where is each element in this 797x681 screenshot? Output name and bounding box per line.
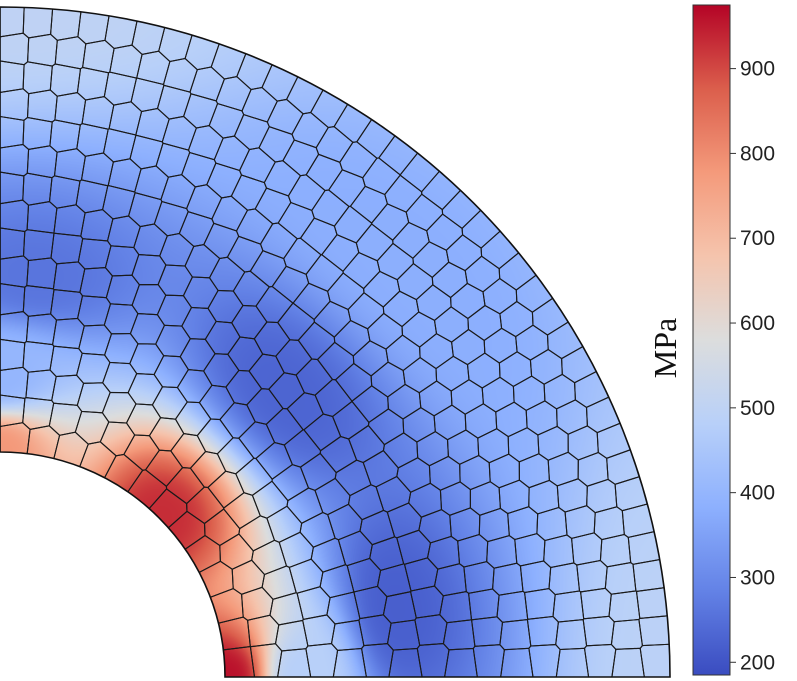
mesh-cell — [421, 7, 670, 211]
mesh-cell — [184, 7, 670, 71]
mesh-cell — [310, 7, 670, 129]
mesh-cell — [0, 616, 251, 677]
mesh-cell — [632, 204, 670, 592]
mesh-cell — [104, 7, 554, 50]
mesh-cell — [333, 7, 670, 143]
mesh-cell — [627, 89, 670, 565]
mesh-cell — [0, 534, 221, 677]
mesh-cell — [77, 7, 438, 45]
mesh-cell — [596, 7, 670, 459]
mesh-cell — [285, 7, 670, 115]
colorbar-gradient — [692, 4, 731, 676]
plate-outline — [0, 6, 671, 678]
mesh-cell — [158, 7, 670, 63]
mesh-cell — [585, 7, 670, 434]
colorbar-tick-label: 800 — [740, 142, 775, 165]
colorbar-ticks: 200 300 400 500 600 700 800 900 — [730, 58, 775, 674]
colorbar-tick-label: 300 — [740, 566, 775, 589]
mesh-cell — [614, 7, 670, 512]
mesh-cell — [131, 7, 670, 55]
colorbar-tick-label: 200 — [740, 651, 775, 674]
mesh-cell — [356, 7, 670, 159]
mesh-cell — [399, 7, 670, 193]
colorbar: 200 300 400 500 600 700 800 900 MPa — [647, 4, 775, 676]
stress-field — [0, 7, 670, 677]
mesh-cell — [236, 7, 670, 91]
mesh-cell — [638, 433, 670, 647]
mesh-cell — [498, 7, 670, 291]
mesh-cell — [621, 7, 670, 538]
mesh-cell — [606, 7, 670, 485]
mesh-cell — [261, 7, 670, 102]
mesh-cell — [0, 441, 117, 677]
colorbar-tick-label: 400 — [740, 482, 775, 505]
mesh-cell — [546, 7, 670, 360]
colorbar-tick-label: 500 — [740, 397, 775, 420]
mesh-cell — [0, 425, 61, 677]
mesh-cell — [461, 7, 670, 249]
mesh-cell — [0, 646, 256, 677]
colorbar-tick-label: 900 — [740, 58, 775, 81]
mesh-cell — [0, 510, 206, 677]
colorbar-title: MPa — [647, 318, 683, 378]
mesh-cell — [574, 7, 670, 409]
mesh-cell — [0, 431, 89, 677]
mesh-cell — [515, 7, 670, 313]
mesh-cell — [635, 319, 670, 619]
mesh-cell — [22, 7, 210, 39]
colorbar-tick-label: 700 — [740, 227, 775, 250]
mesh-cell — [378, 7, 670, 176]
colorbar-tick-label: 600 — [740, 312, 775, 335]
mesh-cell — [441, 7, 670, 230]
mesh-cell — [531, 7, 670, 336]
mesh-cell — [0, 422, 31, 677]
mesh-cell — [480, 7, 670, 270]
mesh-cell — [0, 560, 234, 677]
mesh-cell — [0, 7, 97, 38]
mesh-cell — [561, 7, 670, 384]
mesh-cell — [0, 587, 244, 677]
mesh-cell — [50, 7, 324, 41]
mesh-cell — [639, 546, 670, 677]
mesh-cell — [210, 7, 670, 80]
